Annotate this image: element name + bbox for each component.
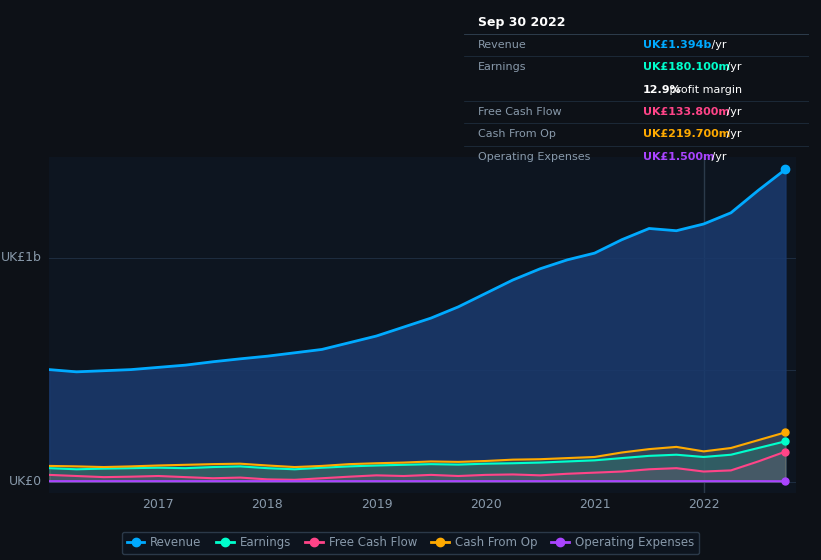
- Text: 12.9%: 12.9%: [643, 85, 682, 95]
- Legend: Revenue, Earnings, Free Cash Flow, Cash From Op, Operating Expenses: Revenue, Earnings, Free Cash Flow, Cash …: [122, 531, 699, 554]
- Text: /yr: /yr: [722, 107, 741, 117]
- Text: /yr: /yr: [722, 62, 741, 72]
- Text: Free Cash Flow: Free Cash Flow: [478, 107, 562, 117]
- Text: profit margin: profit margin: [666, 85, 741, 95]
- Text: UK£0: UK£0: [9, 475, 42, 488]
- Text: UK£133.800m: UK£133.800m: [643, 107, 730, 117]
- Text: Sep 30 2022: Sep 30 2022: [478, 16, 565, 29]
- Text: Earnings: Earnings: [478, 62, 526, 72]
- Text: UK£1.394b: UK£1.394b: [643, 40, 712, 50]
- Text: UK£219.700m: UK£219.700m: [643, 129, 731, 139]
- Text: /yr: /yr: [709, 40, 727, 50]
- Text: UK£1b: UK£1b: [1, 251, 42, 264]
- Text: /yr: /yr: [722, 129, 741, 139]
- Text: /yr: /yr: [709, 152, 727, 162]
- Text: UK£1.500m: UK£1.500m: [643, 152, 714, 162]
- Text: Cash From Op: Cash From Op: [478, 129, 556, 139]
- Text: Revenue: Revenue: [478, 40, 526, 50]
- Text: UK£180.100m: UK£180.100m: [643, 62, 730, 72]
- Text: Operating Expenses: Operating Expenses: [478, 152, 590, 162]
